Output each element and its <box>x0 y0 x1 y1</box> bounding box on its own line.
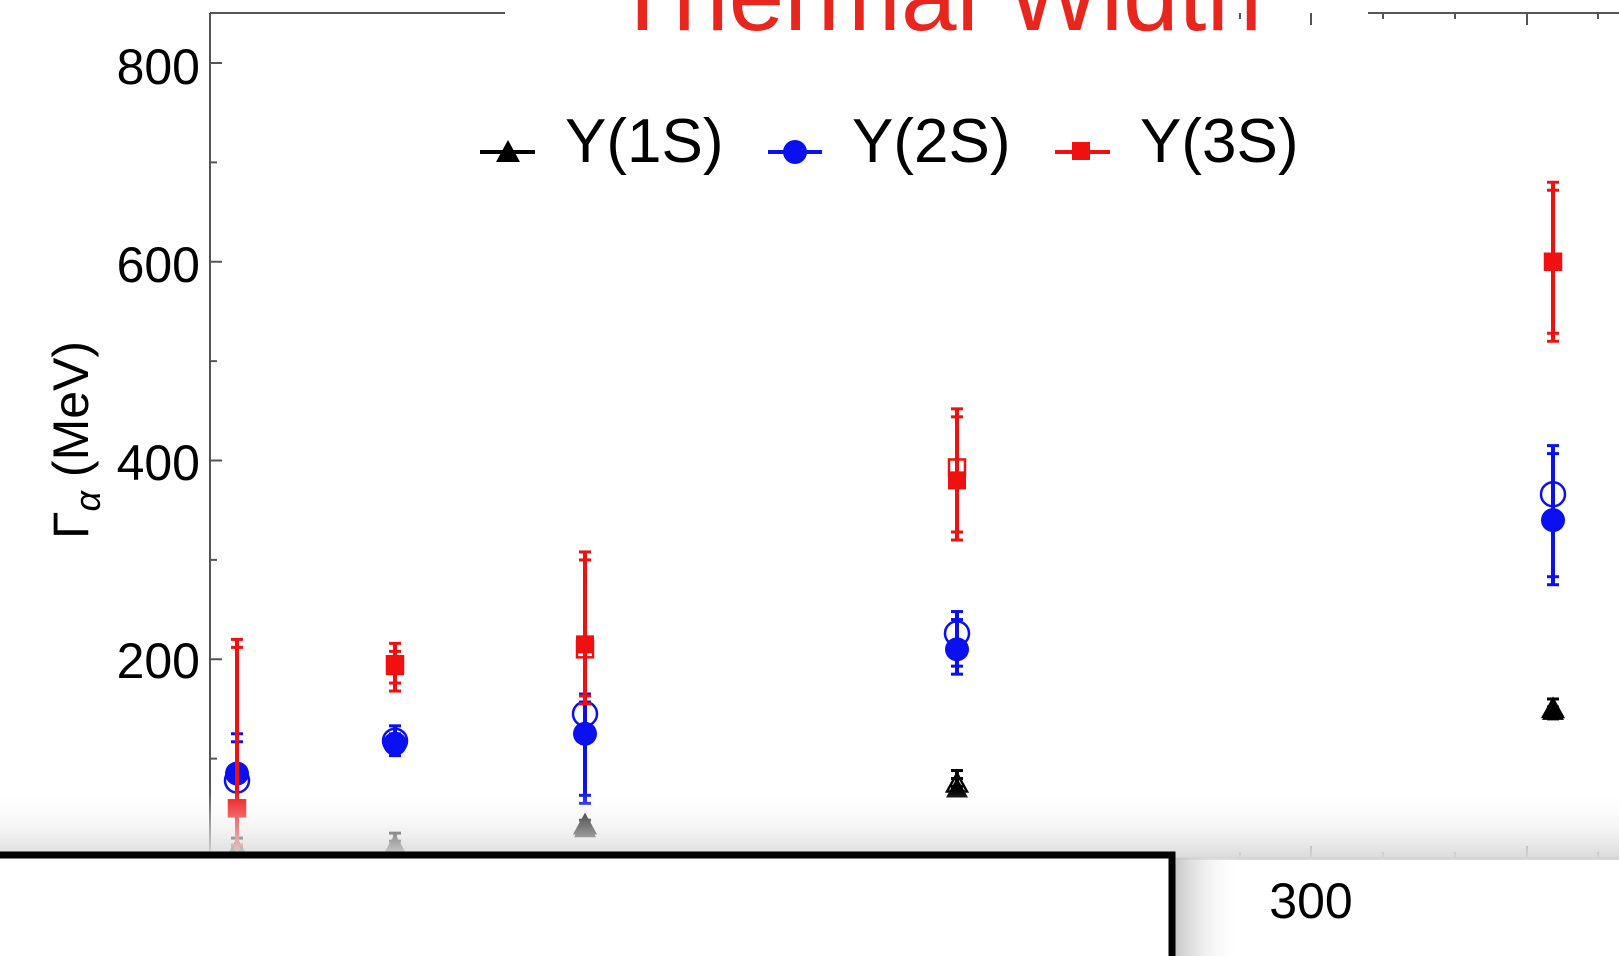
data-marks <box>223 180 1567 867</box>
y-ticks-group <box>210 62 222 760</box>
y-label-unit: (MeV) <box>43 341 99 477</box>
legend-label-1s: Υ(1S) <box>565 107 723 176</box>
legend-item-1s: Υ(1S) <box>480 107 723 176</box>
filled-marker-circle <box>383 731 407 756</box>
filled-marker-square <box>948 471 966 490</box>
y-axis-label: Γα (MeV) <box>43 341 108 539</box>
legend-label-2s: Υ(2S) <box>852 107 1010 176</box>
filled-marker-square <box>386 657 404 676</box>
filled-marker-circle <box>573 721 597 746</box>
legend-label-3s: Υ(3S) <box>1140 107 1298 176</box>
x-tick-label-300: 300 <box>1269 873 1352 929</box>
bottom-fade <box>0 790 1619 860</box>
legend-marker-triangle <box>496 140 520 162</box>
y-tick-label-800: 800 <box>117 39 200 95</box>
filled-marker-circle <box>1541 508 1565 533</box>
legend-item-2s: Υ(2S) <box>768 107 1010 176</box>
y-tick-label-600: 600 <box>117 237 200 293</box>
chart-title: Thermal Width <box>612 0 1262 52</box>
filled-marker-square <box>576 635 594 654</box>
filled-marker-square <box>1544 252 1562 271</box>
legend-marker-square <box>1072 142 1090 160</box>
filled-marker-triangle <box>1542 699 1564 720</box>
y-tick-label-400: 400 <box>117 435 200 491</box>
y-label-subscript: α <box>67 490 108 512</box>
legend: Υ(1S) Υ(2S) Υ(3S) <box>480 107 1298 176</box>
y-label-gamma: Γ <box>43 512 99 540</box>
y-tick-label-200: 200 <box>117 633 200 689</box>
legend-marker-circle <box>783 140 807 164</box>
legend-item-3s: Υ(3S) <box>1055 107 1298 176</box>
filled-marker-circle <box>945 637 969 662</box>
open-marker-circle <box>1539 481 1567 508</box>
svg-text:Γα (MeV): Γα (MeV) <box>43 341 108 539</box>
overlay-box-shadow <box>1170 858 1240 956</box>
overlay-box <box>0 851 1176 956</box>
